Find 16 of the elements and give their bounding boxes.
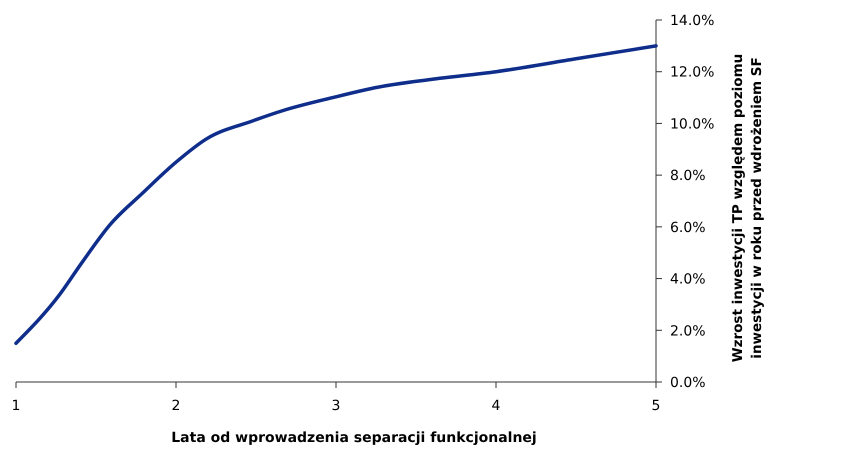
x-axis-title: Lata od wprowadzenia separacji funkcjonalnej — [171, 430, 537, 446]
x-tick-label: 1 — [12, 398, 20, 414]
y-tick-label: 14.0% — [670, 13, 714, 29]
y-tick-label: 0.0% — [670, 375, 706, 391]
y-tick-label: 12.0% — [670, 64, 714, 81]
x-tick-label: 2 — [172, 398, 180, 414]
x-tick-label: 4 — [492, 398, 501, 414]
line-series — [14, 44, 658, 345]
x-tick-label: 3 — [332, 398, 340, 414]
y-tick-label: 4.0% — [670, 272, 706, 288]
y-tick-label: 2.0% — [670, 323, 706, 340]
y-tick-label: 8.0% — [670, 168, 706, 184]
y-tick-label: 10.0% — [670, 116, 714, 132]
y-axis-title: Wzrost inwestycji TP względem poziomu inwestycji w roku przed wdrożeniem SF — [730, 54, 765, 362]
x-tick-label: 5 — [652, 398, 660, 414]
y-tick-label: 6.0% — [670, 220, 706, 236]
